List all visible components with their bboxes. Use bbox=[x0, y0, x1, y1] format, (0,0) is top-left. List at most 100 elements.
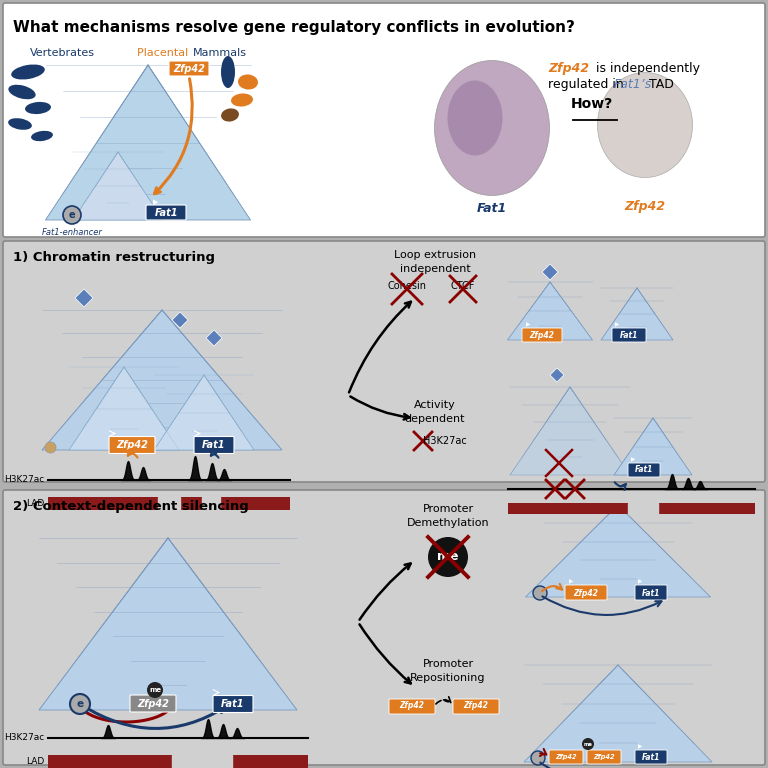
Ellipse shape bbox=[231, 94, 253, 107]
FancyBboxPatch shape bbox=[169, 61, 209, 76]
Text: H3K27ac: H3K27ac bbox=[4, 475, 44, 485]
Text: Zfp42: Zfp42 bbox=[173, 64, 205, 74]
Text: Zfp42: Zfp42 bbox=[624, 200, 666, 213]
Text: Promoter: Promoter bbox=[422, 504, 474, 514]
FancyBboxPatch shape bbox=[549, 750, 583, 764]
FancyBboxPatch shape bbox=[3, 3, 765, 237]
Text: independent: independent bbox=[399, 264, 470, 274]
Text: How?: How? bbox=[571, 97, 613, 111]
Text: e: e bbox=[77, 699, 84, 709]
Text: Zfp42: Zfp42 bbox=[137, 699, 169, 709]
Text: me: me bbox=[149, 687, 161, 693]
Text: Repositioning: Repositioning bbox=[410, 673, 485, 683]
Text: Vertebrates: Vertebrates bbox=[29, 48, 94, 58]
Polygon shape bbox=[628, 503, 658, 514]
Polygon shape bbox=[614, 418, 692, 475]
Text: Zfp42: Zfp42 bbox=[399, 701, 425, 710]
Polygon shape bbox=[69, 367, 179, 450]
Polygon shape bbox=[202, 497, 220, 510]
Text: Zfp42: Zfp42 bbox=[116, 440, 148, 450]
Polygon shape bbox=[542, 264, 558, 280]
Text: Mammals: Mammals bbox=[193, 48, 247, 58]
Ellipse shape bbox=[8, 84, 35, 99]
FancyBboxPatch shape bbox=[48, 497, 290, 510]
Text: Fat1: Fat1 bbox=[477, 202, 507, 215]
Ellipse shape bbox=[435, 61, 549, 196]
Text: Zfp42: Zfp42 bbox=[555, 754, 577, 760]
Text: Activity: Activity bbox=[414, 400, 456, 410]
Circle shape bbox=[70, 694, 90, 714]
Text: Zfp42: Zfp42 bbox=[548, 62, 589, 75]
Text: ▶: ▶ bbox=[153, 199, 158, 205]
FancyBboxPatch shape bbox=[565, 585, 607, 600]
Text: 1) Chromatin restructuring: 1) Chromatin restructuring bbox=[13, 251, 215, 264]
FancyBboxPatch shape bbox=[628, 463, 660, 477]
Text: H3K27ac: H3K27ac bbox=[423, 436, 467, 446]
Text: Zfp42: Zfp42 bbox=[464, 701, 488, 710]
FancyBboxPatch shape bbox=[635, 585, 667, 600]
FancyBboxPatch shape bbox=[3, 490, 765, 765]
Text: Promoter: Promoter bbox=[422, 659, 474, 669]
FancyBboxPatch shape bbox=[635, 750, 667, 764]
Text: me: me bbox=[584, 741, 592, 746]
Text: 2) Context-dependent silencing: 2) Context-dependent silencing bbox=[13, 500, 249, 513]
Ellipse shape bbox=[12, 65, 45, 80]
FancyBboxPatch shape bbox=[3, 241, 765, 482]
Polygon shape bbox=[508, 282, 592, 340]
Text: Zfp42: Zfp42 bbox=[593, 754, 615, 760]
Circle shape bbox=[147, 682, 163, 698]
Text: Cohesin: Cohesin bbox=[388, 281, 426, 291]
Text: What mechanisms resolve gene regulatory conflicts in evolution?: What mechanisms resolve gene regulatory … bbox=[13, 20, 575, 35]
Circle shape bbox=[428, 537, 468, 577]
Polygon shape bbox=[510, 387, 630, 475]
Ellipse shape bbox=[31, 131, 53, 141]
Text: ▶: ▶ bbox=[631, 458, 635, 462]
Text: Fat1: Fat1 bbox=[642, 753, 660, 762]
FancyBboxPatch shape bbox=[109, 436, 155, 453]
Text: ▶: ▶ bbox=[526, 323, 530, 327]
Text: Zfp42: Zfp42 bbox=[530, 330, 554, 339]
FancyBboxPatch shape bbox=[48, 755, 308, 768]
Polygon shape bbox=[154, 375, 254, 450]
Circle shape bbox=[533, 586, 547, 600]
Text: Fat1: Fat1 bbox=[642, 588, 660, 598]
Polygon shape bbox=[550, 368, 564, 382]
Polygon shape bbox=[45, 65, 250, 220]
Text: ▶: ▶ bbox=[638, 580, 642, 584]
Polygon shape bbox=[73, 152, 163, 220]
Text: Demethylation: Demethylation bbox=[407, 518, 489, 528]
Text: H3K27ac: H3K27ac bbox=[4, 733, 44, 743]
FancyBboxPatch shape bbox=[389, 699, 435, 714]
Text: Zfp42: Zfp42 bbox=[574, 588, 598, 598]
Text: LAD: LAD bbox=[26, 498, 44, 508]
Ellipse shape bbox=[598, 72, 693, 177]
Text: ▶: ▶ bbox=[569, 580, 573, 584]
FancyBboxPatch shape bbox=[213, 696, 253, 713]
Text: Fat1: Fat1 bbox=[155, 208, 179, 218]
Polygon shape bbox=[172, 755, 232, 768]
Ellipse shape bbox=[221, 108, 239, 121]
Text: ▶: ▶ bbox=[615, 323, 619, 327]
FancyBboxPatch shape bbox=[612, 328, 646, 342]
Ellipse shape bbox=[221, 56, 235, 88]
Text: is independently: is independently bbox=[592, 62, 700, 75]
FancyBboxPatch shape bbox=[130, 695, 176, 712]
Ellipse shape bbox=[25, 102, 51, 114]
Text: Fat1: Fat1 bbox=[202, 440, 226, 450]
Polygon shape bbox=[525, 505, 710, 597]
Polygon shape bbox=[524, 665, 712, 762]
Text: e: e bbox=[68, 210, 75, 220]
Text: ▶: ▶ bbox=[638, 744, 642, 750]
FancyBboxPatch shape bbox=[453, 699, 499, 714]
FancyBboxPatch shape bbox=[194, 436, 234, 453]
Text: Placental: Placental bbox=[137, 48, 192, 58]
Polygon shape bbox=[42, 310, 282, 450]
FancyBboxPatch shape bbox=[508, 503, 755, 514]
Text: Fat1-enhancer: Fat1-enhancer bbox=[41, 228, 102, 237]
FancyBboxPatch shape bbox=[587, 750, 621, 764]
Text: LAD: LAD bbox=[26, 756, 44, 766]
Circle shape bbox=[531, 751, 545, 765]
Text: Fat1: Fat1 bbox=[221, 699, 245, 709]
FancyBboxPatch shape bbox=[146, 205, 186, 220]
Text: Fat1’s: Fat1’s bbox=[614, 78, 652, 91]
